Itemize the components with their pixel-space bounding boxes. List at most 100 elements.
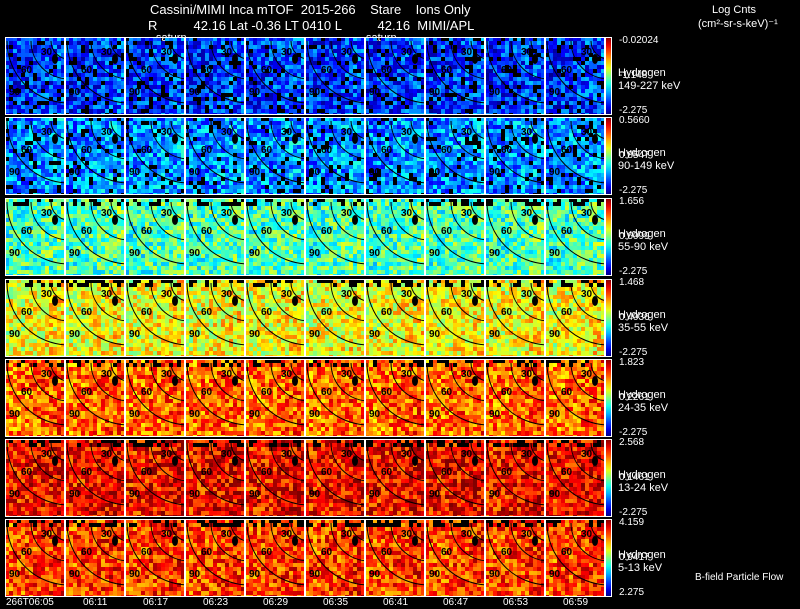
saturn-marker <box>352 376 358 386</box>
contour-label: 30 <box>41 289 53 300</box>
contour-label: 90 <box>129 569 141 580</box>
contour-label: 60 <box>261 387 273 398</box>
colorbar-min-label: -2.275 <box>619 106 647 116</box>
colorbar <box>605 439 612 517</box>
energy-row-3: 3060903060903060903060903060903060903060… <box>5 279 605 357</box>
contour-label: 30 <box>521 208 533 219</box>
saturn-marker <box>412 296 418 306</box>
saturn-marker <box>472 296 478 306</box>
contour-label: 30 <box>401 127 413 138</box>
contour-label: 60 <box>21 547 33 558</box>
contour-label: 60 <box>441 226 453 237</box>
contour-label: 30 <box>101 449 113 460</box>
saturn-marker <box>472 456 478 466</box>
contour-label: 30 <box>221 449 233 460</box>
contour-label: 30 <box>401 449 413 460</box>
contour-label: 60 <box>201 467 213 478</box>
contour-label: 60 <box>561 387 573 398</box>
saturn-marker <box>292 134 298 144</box>
contour-label: 60 <box>21 387 33 398</box>
contour-label: 30 <box>401 47 413 58</box>
species-label: Hydrogen <box>618 67 666 80</box>
contour-label: 90 <box>69 87 81 98</box>
saturn-marker <box>352 296 358 306</box>
saturn-marker <box>532 376 538 386</box>
contour-label: 90 <box>129 87 141 98</box>
contour-label: 60 <box>201 307 213 318</box>
contour-label: 60 <box>441 145 453 156</box>
saturn-marker <box>472 536 478 546</box>
contour-label: 60 <box>381 547 393 558</box>
colorbar-min-label: -2.275 <box>619 508 647 518</box>
contour-label: 90 <box>309 489 321 500</box>
contour-label: 60 <box>81 65 93 76</box>
contour-label: 60 <box>141 467 153 478</box>
saturn-marker <box>352 456 358 466</box>
contour-label: 60 <box>381 307 393 318</box>
contour-label: 30 <box>581 529 593 540</box>
contour-label: 30 <box>161 369 173 380</box>
saturn-marker <box>472 376 478 386</box>
contour-label: 30 <box>161 289 173 300</box>
saturn-marker <box>472 215 478 225</box>
saturn-marker <box>232 215 238 225</box>
contour-label: 30 <box>41 369 53 380</box>
contour-label: 90 <box>309 409 321 420</box>
time-tick-label: 06:23 <box>203 598 228 608</box>
contour-label: 30 <box>401 289 413 300</box>
contour-label: 90 <box>429 409 441 420</box>
saturn-marker <box>292 215 298 225</box>
contour-label: 30 <box>101 289 113 300</box>
time-tick-label: 06:53 <box>503 598 528 608</box>
saturn-marker <box>412 376 418 386</box>
colorbar-mid-label: 0.9417 <box>619 553 650 563</box>
contour-label: 60 <box>201 65 213 76</box>
colorbar <box>605 117 612 195</box>
contour-label: 60 <box>141 307 153 318</box>
contour-label: 90 <box>9 329 21 340</box>
contour-label: 30 <box>221 289 233 300</box>
contour-label: 30 <box>161 208 173 219</box>
contour-label: 60 <box>501 387 513 398</box>
contour-label: 90 <box>309 167 321 178</box>
contour-label: 60 <box>561 145 573 156</box>
contour-label: 90 <box>9 489 21 500</box>
saturn-marker <box>172 536 178 546</box>
contour-label: 90 <box>309 569 321 580</box>
energy-range-label: 55-90 keV <box>618 241 668 254</box>
saturn-marker <box>472 134 478 144</box>
contour-label: 30 <box>521 529 533 540</box>
contour-label: 90 <box>549 248 561 259</box>
contour-label: 60 <box>381 467 393 478</box>
contour-label: 90 <box>309 248 321 259</box>
orbit-info: R 42.16 Lat -0.36 LT 0410 L 42.16 MIMI/A… <box>148 19 474 33</box>
saturn-marker <box>52 536 58 546</box>
saturn-marker <box>592 54 598 64</box>
energy-range-label: 24-35 keV <box>618 402 668 415</box>
species-label: Hydrogen <box>618 549 666 562</box>
contour-label: 30 <box>281 127 293 138</box>
contour-label: 60 <box>381 145 393 156</box>
contour-label: 30 <box>341 208 353 219</box>
contour-label: 60 <box>21 467 33 478</box>
contour-label: 30 <box>521 369 533 380</box>
saturn-marker <box>532 134 538 144</box>
